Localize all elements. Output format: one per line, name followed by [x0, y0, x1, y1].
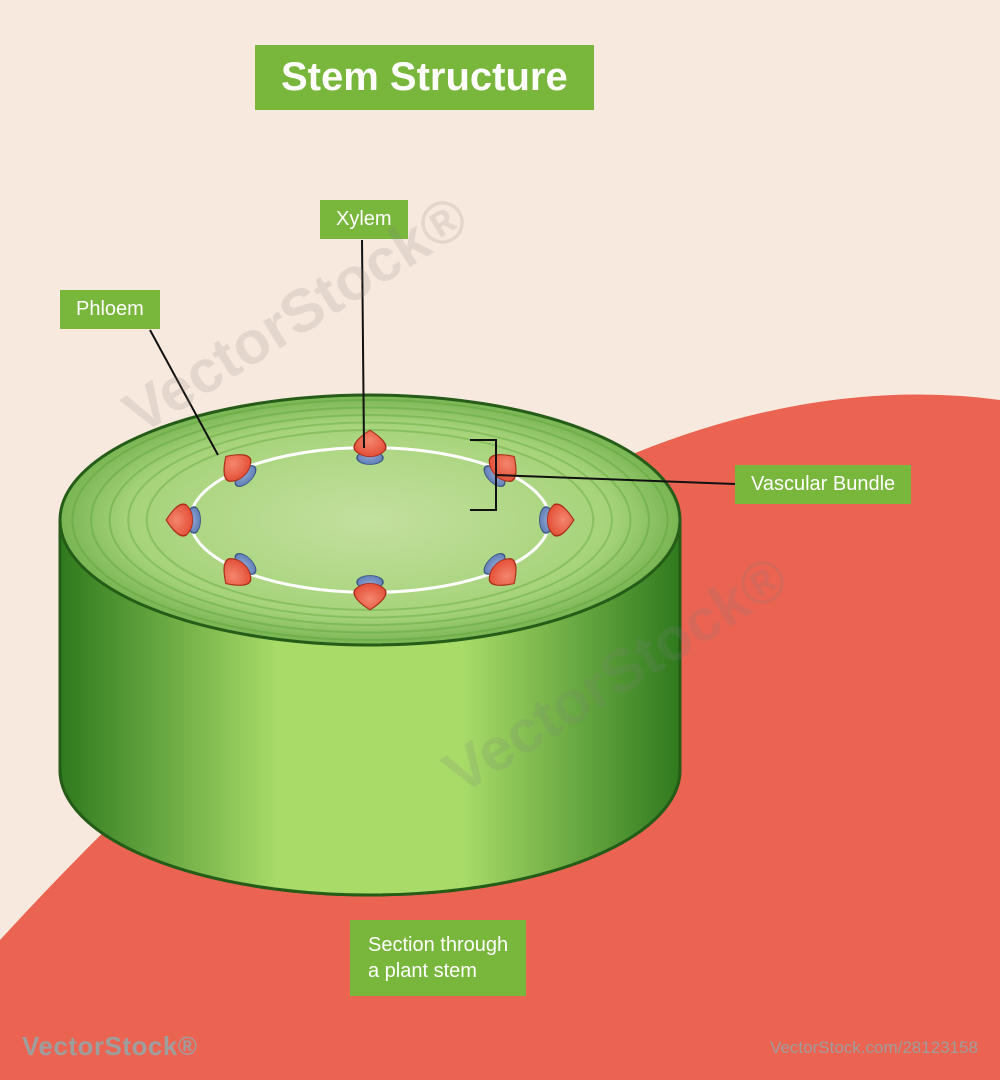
- label-vascular-bundle: Vascular Bundle: [735, 465, 911, 504]
- diagram-caption: Section through a plant stem: [350, 920, 526, 996]
- diagram-stage: Stem Structure Xylem Phloem Vascular Bun…: [0, 0, 1000, 1080]
- caption-line2: a plant stem: [368, 960, 477, 982]
- label-xylem: Xylem: [320, 200, 408, 239]
- diagram-title: Stem Structure: [255, 45, 594, 110]
- watermark-brand: VectorStock®: [22, 1031, 197, 1062]
- watermark-id: VectorStock.com/28123158: [770, 1038, 978, 1058]
- caption-line1: Section through: [368, 934, 508, 956]
- diagram-svg: [0, 0, 1000, 1080]
- label-phloem: Phloem: [60, 290, 160, 329]
